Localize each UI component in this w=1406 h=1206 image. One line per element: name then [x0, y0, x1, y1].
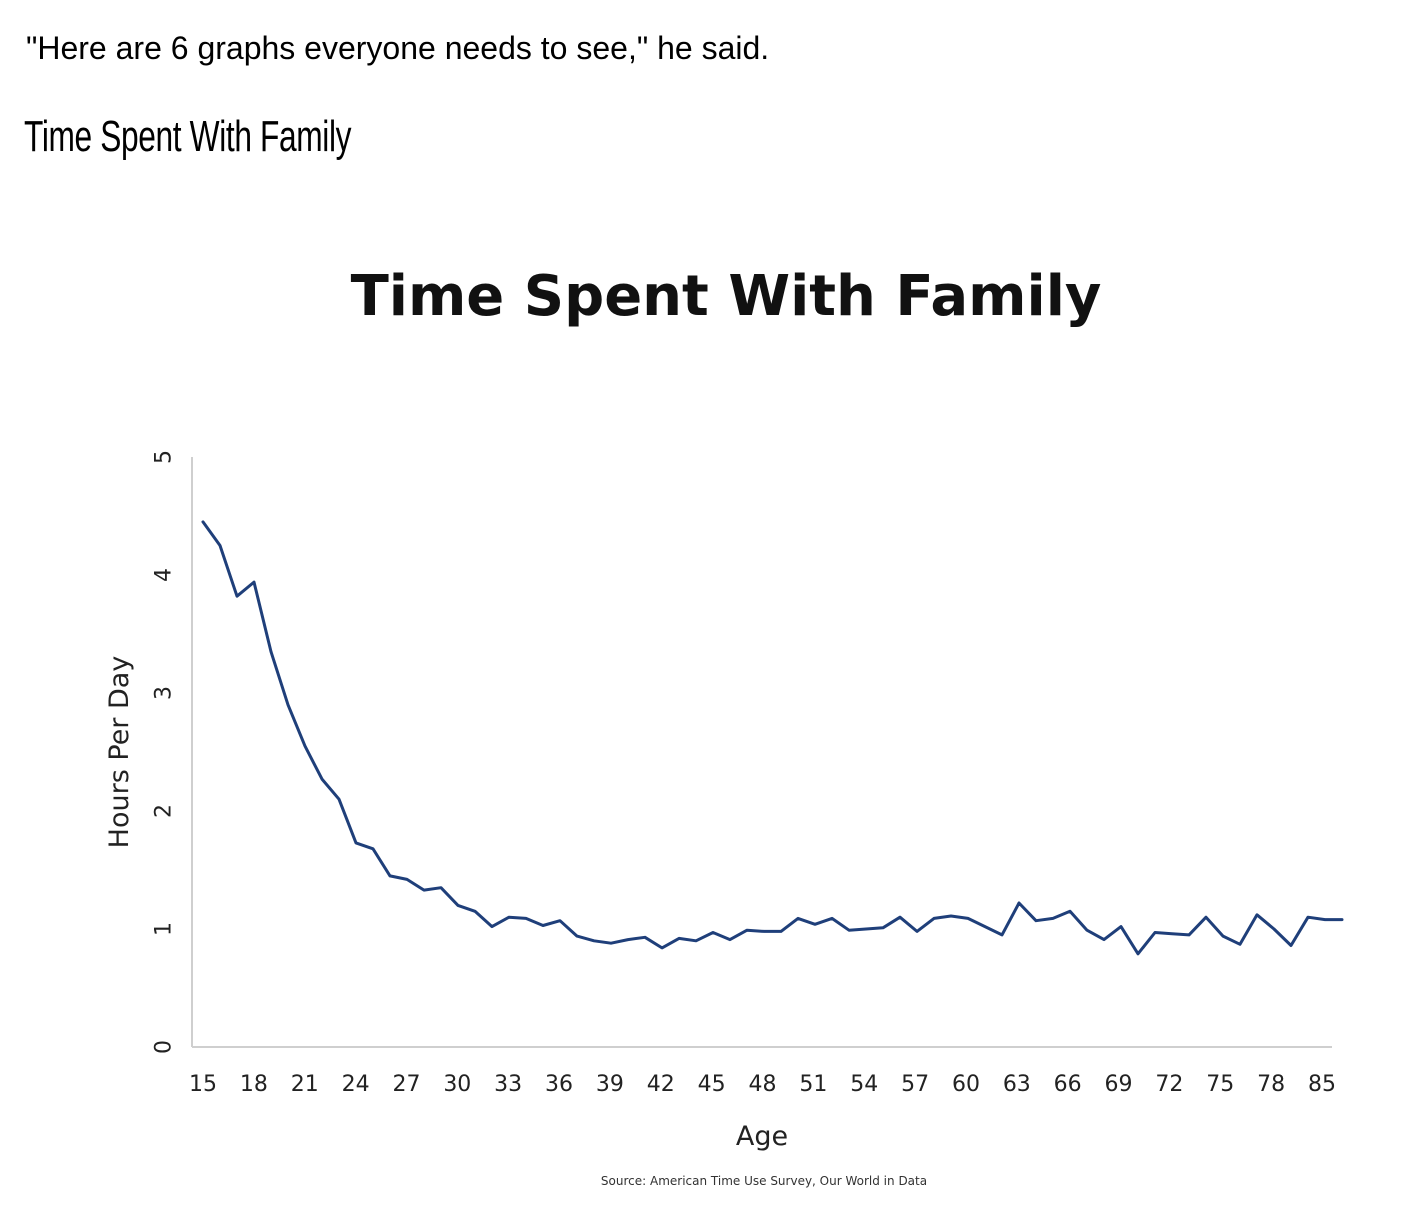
- x-tick-label: 33: [494, 1072, 522, 1097]
- x-tick-label: 39: [596, 1072, 624, 1097]
- x-tick-label: 42: [647, 1072, 675, 1097]
- x-tick-label: 66: [1054, 1072, 1082, 1097]
- series-line-family-time: [201, 520, 1344, 956]
- source-note: Source: American Time Use Survey, Our Wo…: [601, 1174, 927, 1188]
- x-tick-label: 36: [545, 1072, 573, 1097]
- y-axis-label: Hours Per Day: [104, 656, 135, 849]
- y-tick-label: 3: [152, 686, 177, 700]
- x-tick-label: 85: [1308, 1072, 1336, 1097]
- x-tick-label: 54: [850, 1072, 878, 1097]
- x-axis-label: Age: [736, 1121, 788, 1152]
- y-tick-label: 0: [152, 1040, 177, 1054]
- y-tick-label: 5: [152, 450, 177, 464]
- x-tick-label: 60: [952, 1072, 980, 1097]
- x-tick-label: 15: [189, 1072, 217, 1097]
- chart-title: Time Spent With Family: [351, 264, 1102, 329]
- x-tick-labels: 15 18 21 24 27 30 33 36 39 42 45 48 51 54 57 60 63 66 69 72…: [189, 1072, 1336, 1097]
- x-tick-label: 63: [1003, 1072, 1031, 1097]
- x-tick-label: 57: [901, 1072, 929, 1097]
- x-tick-label: 27: [392, 1072, 420, 1097]
- x-tick-label: 21: [291, 1072, 319, 1097]
- x-tick-label: 51: [799, 1072, 827, 1097]
- x-tick-label: 78: [1257, 1072, 1285, 1097]
- x-tick-label: 18: [240, 1072, 268, 1097]
- x-tick-label: 72: [1155, 1072, 1183, 1097]
- section-heading: Time Spent With Family: [24, 112, 352, 161]
- x-tick-label: 24: [342, 1072, 370, 1097]
- y-tick-label: 1: [152, 922, 177, 936]
- x-tick-label: 48: [749, 1072, 777, 1097]
- article-quote: "Here are 6 graphs everyone needs to see…: [26, 30, 770, 66]
- y-tick-labels: 0 1 2 3 4 5: [152, 450, 177, 1054]
- x-tick-label: 45: [698, 1072, 726, 1097]
- x-tick-label: 69: [1105, 1072, 1133, 1097]
- y-tick-label: 4: [152, 568, 177, 582]
- x-tick-label: 30: [443, 1072, 471, 1097]
- y-tick-label: 2: [152, 804, 177, 818]
- x-tick-label: 75: [1206, 1072, 1234, 1097]
